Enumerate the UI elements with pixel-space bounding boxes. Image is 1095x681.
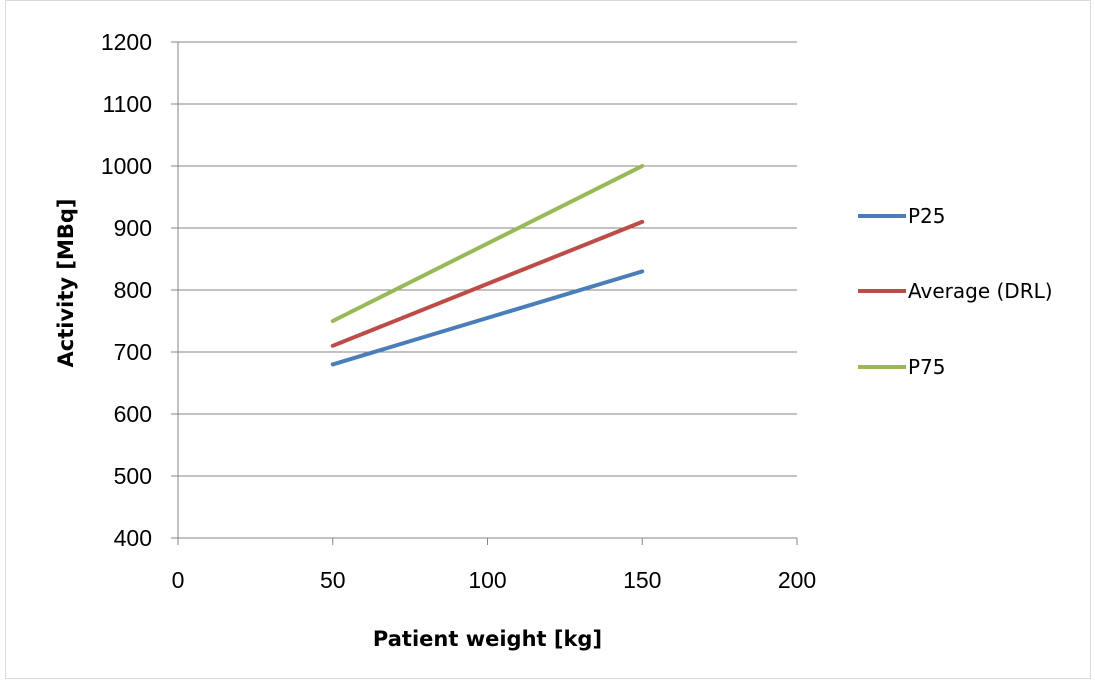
gridlines <box>178 41 797 477</box>
chart-frame <box>5 0 1091 679</box>
y-axis-title: Activity [MBq] <box>54 199 78 368</box>
y-tick-label: 1100 <box>103 91 152 117</box>
series-line <box>330 269 645 367</box>
y-tick-label: 900 <box>114 215 152 241</box>
x-tick-label: 200 <box>778 567 816 593</box>
x-tick-label: 150 <box>623 567 661 593</box>
series-line <box>330 219 645 348</box>
y-tick-label: 500 <box>114 463 152 489</box>
y-tick-label: 600 <box>114 401 152 427</box>
axes <box>171 41 798 545</box>
series-line <box>330 164 645 323</box>
legend-label: P25 <box>908 204 946 228</box>
x-tick-label: 50 <box>320 567 346 593</box>
y-tick-label: 700 <box>114 339 152 365</box>
legend-label: Average (DRL) <box>908 279 1053 303</box>
y-tick-label: 400 <box>114 525 152 551</box>
x-tick-label: 100 <box>468 567 506 593</box>
x-axis-title: Patient weight [kg] <box>373 627 602 651</box>
x-tick-label: 0 <box>172 567 185 593</box>
y-tick-label: 1200 <box>101 29 152 55</box>
y-tick-label: 800 <box>114 277 152 303</box>
legend: P25 Average (DRL) P75 <box>858 204 1053 379</box>
series-lines <box>330 164 645 367</box>
x-tick-labels: 0 50 100 150 200 <box>172 567 817 593</box>
y-tick-labels: 400 500 600 700 800 900 1000 1100 1200 <box>101 29 152 551</box>
y-tick-label: 1000 <box>101 153 152 179</box>
legend-label: P75 <box>908 355 946 379</box>
